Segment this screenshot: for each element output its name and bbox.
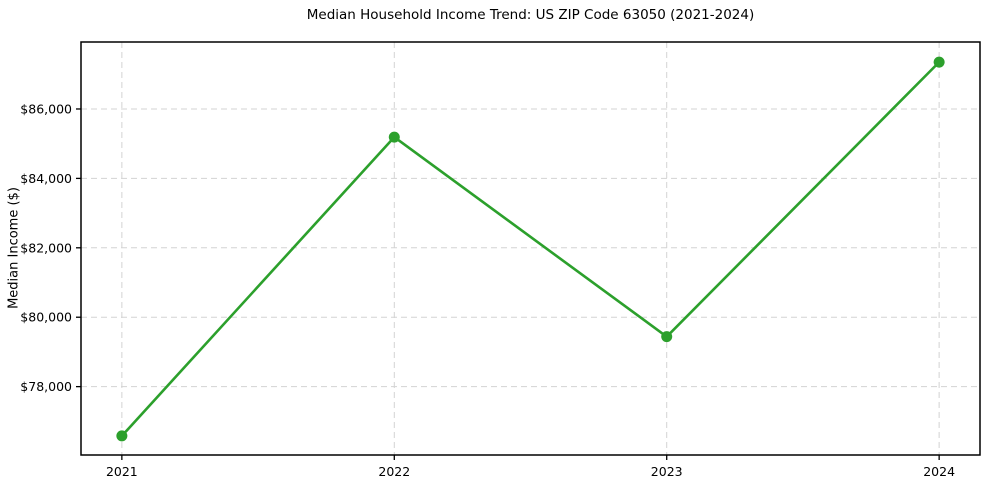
y-tick-label: $86,000 (20, 101, 72, 116)
trend-line (120, 60, 941, 438)
x-tick-label: 2024 (923, 464, 955, 479)
y-tick-label: $84,000 (20, 171, 72, 186)
data-point-2023 (661, 331, 673, 343)
y-tick-label: $80,000 (20, 310, 72, 325)
y-tick-label: $78,000 (20, 379, 72, 394)
chart-title: Median Household Income Trend: US ZIP Co… (306, 7, 755, 23)
y-tick-label: $82,000 (20, 240, 72, 255)
data-point-2024 (933, 56, 945, 68)
y-axis-label: Median Income ($) (6, 187, 22, 309)
plot-border (80, 41, 981, 456)
data-point-2021 (116, 430, 128, 442)
x-tick-label: 2023 (651, 464, 683, 479)
data-point-2022 (388, 131, 400, 143)
x-tick-label: 2022 (378, 464, 410, 479)
x-tick-label: 2021 (106, 464, 138, 479)
